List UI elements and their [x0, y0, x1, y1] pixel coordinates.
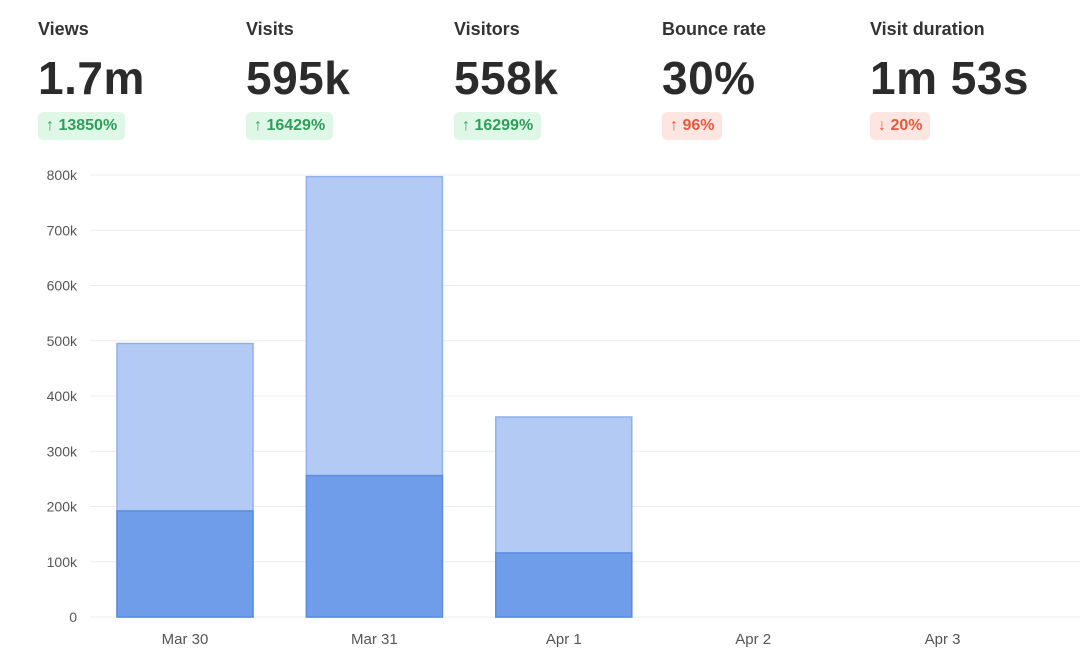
visits-bar-chart: 0 100k 200k 300k 400k 500k 600k 700k 800k Mar 30…: [47, 167, 1080, 648]
metric-change-badge: ↓ 20%: [870, 112, 931, 140]
metric-bounce-rate[interactable]: Bounce rate 30% ↑ 96%: [662, 18, 862, 140]
y-tick-label: 0: [69, 609, 77, 625]
metric-change-badge: ↑ 13850%: [38, 112, 126, 140]
x-axis-ticks: Mar 30 Mar 31 Apr 1 Apr 2 Apr 3: [162, 631, 961, 648]
metric-label: Bounce rate: [662, 19, 767, 39]
x-tick-label: Mar 30: [162, 631, 209, 648]
y-tick-label: 600k: [47, 278, 78, 294]
metric-label: Views: [38, 19, 89, 39]
metric-visitors[interactable]: Visitors 558k ↑ 16299%: [454, 18, 654, 140]
x-tick-label: Apr 1: [546, 631, 582, 648]
metric-visits[interactable]: Visits 595k ↑ 16429%: [246, 18, 446, 140]
x-tick-label: Apr 2: [735, 631, 771, 648]
metric-value: 1m 53s: [870, 52, 1030, 104]
metric-value: 1.7m: [38, 52, 145, 104]
x-tick-label: Apr 3: [925, 631, 961, 648]
bar-segment[interactable]: [495, 552, 633, 618]
metric-label: Visits: [246, 19, 294, 39]
metric-value: 595k: [246, 52, 351, 104]
metrics-row: Views 1.7m ↑ 13850% Visits 595k ↑ 16429%…: [38, 18, 1080, 148]
metric-value: 30%: [662, 52, 756, 104]
y-tick-label: 100k: [47, 554, 78, 570]
y-tick-label: 700k: [47, 222, 78, 238]
metric-value: 558k: [454, 52, 559, 104]
metric-views[interactable]: Views 1.7m ↑ 13850%: [38, 18, 238, 140]
y-tick-label: 200k: [47, 499, 78, 515]
y-tick-label: 300k: [47, 443, 78, 459]
y-tick-label: 500k: [47, 333, 78, 349]
bar-segment[interactable]: [305, 474, 444, 618]
metric-change-badge: ↑ 16429%: [246, 112, 334, 140]
metric-label: Visit duration: [870, 19, 985, 39]
y-tick-label: 400k: [47, 388, 78, 404]
x-tick-label: Mar 31: [351, 631, 398, 648]
chart-grid: [90, 174, 1080, 618]
metric-visit-duration[interactable]: Visit duration 1m 53s ↓ 20%: [870, 18, 1070, 140]
bar-segment[interactable]: [116, 510, 254, 618]
metric-label: Visitors: [454, 19, 520, 39]
chart-bars: [116, 175, 633, 618]
metric-change-badge: ↑ 16299%: [454, 112, 542, 140]
metric-change-badge: ↑ 96%: [662, 112, 723, 140]
y-tick-label: 800k: [47, 167, 78, 183]
y-axis-ticks: 0 100k 200k 300k 400k 500k 600k 700k 800k: [47, 167, 78, 625]
